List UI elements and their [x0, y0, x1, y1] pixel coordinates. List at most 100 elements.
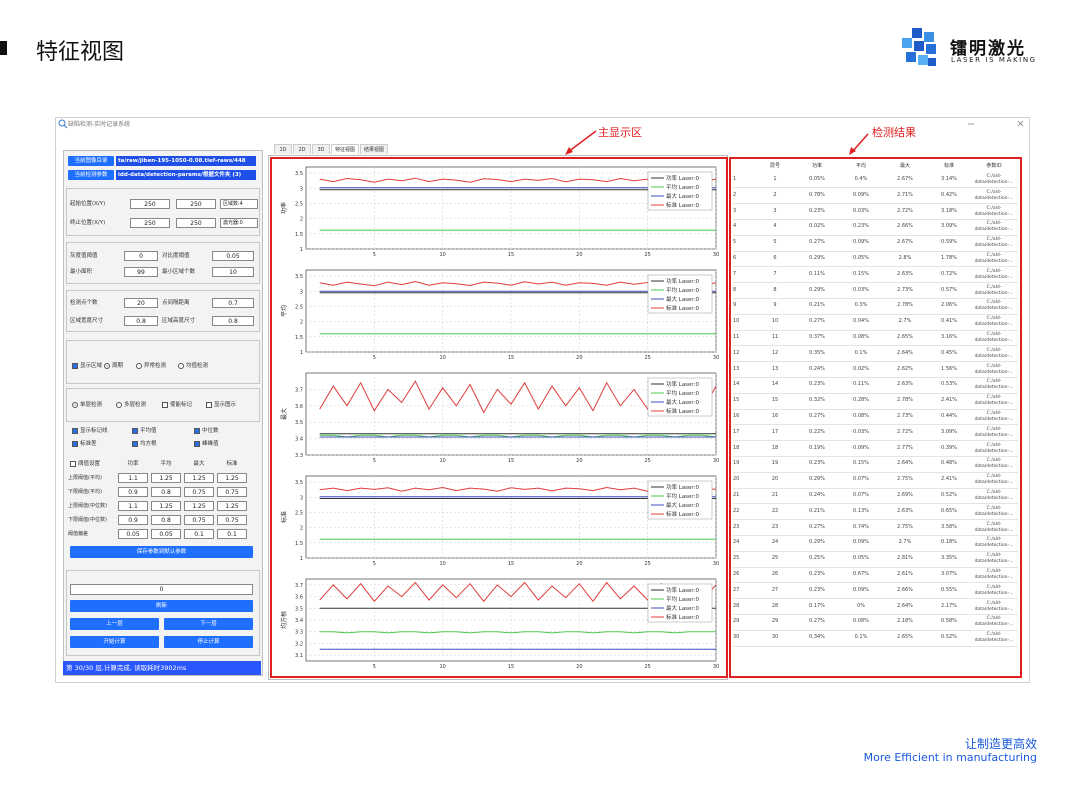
table-cell: C:/ald-data/detection-... — [974, 363, 1014, 375]
input[interactable]: 250 — [176, 199, 216, 209]
y-tick-label: 3.4 — [295, 618, 303, 624]
table-cell: 0.1% — [854, 349, 868, 356]
y-tick-label: 3.7 — [295, 387, 303, 393]
input[interactable]: 0.7 — [212, 298, 254, 308]
input[interactable]: 1.25 — [217, 501, 247, 511]
input[interactable]: 1.25 — [184, 473, 214, 483]
button[interactable]: 保存参数到默认参数 — [70, 546, 253, 558]
input[interactable]: 1.1 — [118, 473, 148, 483]
table-cell: 29 — [771, 618, 779, 625]
table-cell: 2.7% — [898, 318, 912, 325]
input[interactable]: 0.05 — [151, 529, 181, 539]
input[interactable]: 0.05 — [118, 529, 148, 539]
input[interactable]: 1.25 — [151, 501, 181, 511]
select[interactable]: 激光器:0 — [220, 218, 258, 228]
y-tick-label: 2.5 — [295, 510, 303, 516]
button[interactable]: 刷新 — [70, 600, 253, 612]
input[interactable]: 0.1 — [184, 529, 214, 539]
row-index: 4 — [733, 223, 737, 230]
input[interactable]: 0.8 — [151, 487, 181, 497]
threshold-row-label: 阈值偏差 — [68, 531, 89, 537]
input[interactable]: 0.9 — [118, 487, 148, 497]
tab[interactable]: 1D — [274, 144, 292, 154]
table-cell: C:/ald-data/detection-... — [974, 347, 1014, 359]
input[interactable]: 1.25 — [151, 473, 181, 483]
input[interactable]: 99 — [124, 267, 158, 277]
checkbox[interactable] — [132, 441, 138, 447]
row-index: 29 — [733, 618, 740, 625]
table-cell: 0.57% — [941, 286, 957, 293]
radio-button[interactable] — [104, 363, 110, 369]
option-label: 显示图示 — [214, 402, 237, 408]
button[interactable]: 下一层 — [164, 618, 253, 630]
legend-label: 标准 Laser:0 — [666, 407, 699, 415]
button[interactable]: 当前检测参数 — [68, 170, 114, 180]
table-row-line — [733, 345, 1018, 347]
input[interactable]: 0.8 — [124, 316, 158, 326]
table-cell: C:/ald-data/detection-... — [974, 474, 1014, 486]
tab[interactable]: 2D — [293, 144, 311, 154]
button[interactable]: 停止计算 — [164, 636, 253, 648]
button[interactable]: 开始计算 — [70, 636, 159, 648]
checkbox[interactable] — [72, 363, 78, 369]
input[interactable]: 0.1 — [217, 529, 247, 539]
window-controls[interactable] — [960, 119, 1026, 129]
button[interactable]: 当前图像目录 — [68, 156, 114, 166]
path-field[interactable]: ta/raw/jiben-195-1050-0.08.tlef-raws/448 — [116, 156, 256, 166]
counter-input[interactable]: 0 — [70, 584, 253, 595]
checkbox[interactable] — [194, 441, 200, 447]
select[interactable]: 区域数:4 — [220, 199, 258, 209]
field-label: 终止位置(X/Y) — [70, 220, 106, 226]
input[interactable]: 0.8 — [151, 515, 181, 525]
input[interactable]: 250 — [130, 199, 170, 209]
table-cell: 0.09% — [853, 539, 869, 546]
input[interactable]: 1.25 — [217, 473, 247, 483]
input[interactable]: 0.75 — [184, 515, 214, 525]
group-box — [66, 388, 260, 422]
option-label: 异常检测 — [144, 363, 167, 369]
input[interactable]: 0.75 — [217, 515, 247, 525]
radio-button[interactable] — [136, 363, 142, 369]
y-tick-label: 3.3 — [295, 453, 303, 459]
tab[interactable]: 结果视图 — [360, 144, 388, 154]
input[interactable]: 0 — [124, 251, 158, 261]
table-cell: 2.7% — [898, 539, 912, 546]
checkbox[interactable] — [70, 461, 76, 467]
input[interactable]: 10 — [212, 267, 254, 277]
y-tick-label: 3.5 — [295, 606, 303, 612]
checkbox[interactable] — [206, 402, 212, 408]
table-cell: 11 — [771, 334, 779, 340]
checkbox[interactable] — [72, 441, 78, 447]
input[interactable]: 1.1 — [118, 501, 148, 511]
radio-button[interactable] — [116, 402, 122, 408]
checkbox[interactable] — [132, 428, 138, 434]
input[interactable]: 0.8 — [212, 316, 254, 326]
tab[interactable]: 特征视图 — [331, 144, 359, 154]
group-box — [66, 570, 260, 656]
checkbox[interactable] — [72, 428, 78, 434]
checkbox[interactable] — [162, 402, 168, 408]
table-header: 参数ID — [986, 163, 1002, 169]
input[interactable]: 0.75 — [217, 487, 247, 497]
tab[interactable]: 3D — [312, 144, 330, 154]
path-field[interactable]: idd-data/detection-params/根据文件夹 (3) — [116, 170, 256, 180]
input[interactable]: 250 — [176, 218, 216, 228]
button[interactable]: 上一层 — [70, 618, 159, 630]
radio-button[interactable] — [72, 402, 78, 408]
threshold-row-label: 下限阈值(平均) — [68, 489, 102, 495]
input[interactable]: 20 — [124, 298, 158, 308]
input[interactable]: 0.05 — [212, 251, 254, 261]
radio-button[interactable] — [178, 363, 184, 369]
table-cell: 2.64% — [897, 349, 913, 356]
input[interactable]: 250 — [130, 218, 170, 228]
y-tick-label: 3.2 — [295, 641, 303, 647]
input[interactable]: 0.75 — [184, 487, 214, 497]
table-cell: 3.14% — [941, 176, 957, 182]
checkbox[interactable] — [194, 428, 200, 434]
x-tick-label: 20 — [576, 355, 582, 361]
input[interactable]: 1.25 — [184, 501, 214, 511]
table-cell: C:/ald-data/detection-... — [974, 189, 1014, 201]
input[interactable]: 0.9 — [118, 515, 148, 525]
table-cell: C:/ald-data/detection-... — [974, 268, 1014, 280]
